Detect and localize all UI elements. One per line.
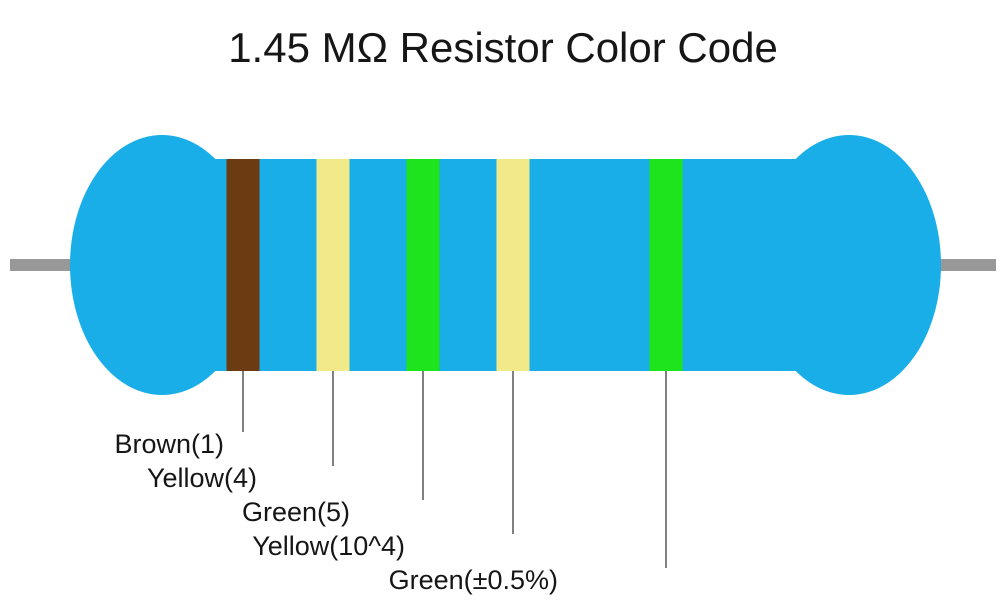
diagram-title: 1.45 MΩ Resistor Color Code [228,24,778,71]
color-band-5 [650,159,683,371]
color-band-4 [497,159,530,371]
resistor-diagram: 1.45 MΩ Resistor Color Code Brown(1) Yello… [0,0,1006,607]
band-label-4: Yellow(10^4) [252,531,405,561]
color-band-1 [227,159,260,371]
band-label-2: Yellow(4) [147,463,257,493]
band-label-1: Brown(1) [114,429,224,459]
color-band-3 [407,159,440,371]
color-band-2 [317,159,350,371]
band-label-5: Green(±0.5%) [389,565,558,595]
band-label-3: Green(5) [242,497,350,527]
